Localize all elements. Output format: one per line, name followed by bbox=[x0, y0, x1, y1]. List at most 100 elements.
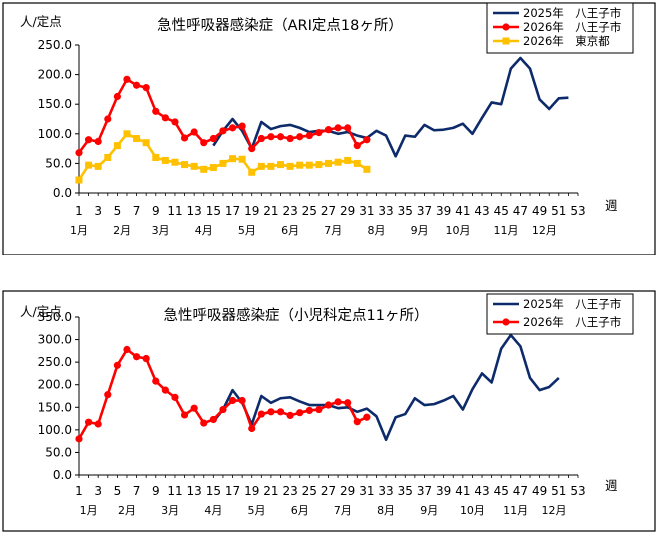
data-point bbox=[123, 75, 131, 83]
data-point bbox=[277, 161, 285, 169]
chart-panel-ari: 急性呼吸器感染症（ARI定点18ヶ所） 人/定点週 0.0 50.0 100.0 150.… bbox=[0, 0, 659, 256]
data-point bbox=[152, 153, 160, 161]
data-point bbox=[113, 361, 121, 369]
x-axis-label: 週 bbox=[605, 198, 618, 213]
y-tick-label: 250.0 bbox=[38, 38, 72, 52]
data-point bbox=[171, 393, 179, 401]
x-tick-label: 1 bbox=[75, 204, 83, 218]
data-point bbox=[334, 158, 342, 166]
y-tick-label: 350.0 bbox=[38, 310, 72, 324]
legend-swatch-marker bbox=[502, 318, 510, 326]
data-point bbox=[209, 415, 217, 424]
data-point bbox=[219, 159, 227, 167]
data-point bbox=[132, 353, 141, 361]
data-point bbox=[200, 165, 208, 173]
x-tick-label: 53 bbox=[570, 484, 585, 498]
y-axis-label: 人/定点 bbox=[20, 14, 62, 29]
data-point bbox=[286, 134, 294, 143]
y-tick-label: 100.0 bbox=[38, 423, 72, 437]
data-point bbox=[104, 153, 112, 161]
x-tick-label: 7 bbox=[133, 484, 141, 498]
month-label: 1月 bbox=[80, 504, 98, 517]
x-tick-label: 49 bbox=[532, 204, 547, 218]
data-point bbox=[238, 155, 246, 163]
data-point bbox=[276, 133, 285, 141]
chart-title: 急性呼吸器感染症（ARI定点18ヶ所） bbox=[157, 17, 403, 34]
data-point bbox=[142, 84, 150, 92]
month-label: 8月 bbox=[377, 504, 395, 517]
y-tick-label: 50.0 bbox=[45, 156, 72, 170]
month-label: 7月 bbox=[334, 504, 352, 517]
data-point bbox=[75, 176, 83, 184]
month-label: 9月 bbox=[420, 504, 438, 517]
data-point bbox=[209, 134, 217, 143]
data-point bbox=[296, 161, 304, 169]
month-label: 11月 bbox=[503, 504, 528, 517]
data-point bbox=[104, 115, 112, 123]
x-tick-label: 23 bbox=[282, 204, 297, 218]
x-tick-label: 47 bbox=[513, 484, 528, 498]
legend-label: 2025年 八王子市 bbox=[523, 6, 621, 20]
data-point bbox=[180, 411, 189, 419]
data-point bbox=[238, 122, 246, 130]
y-tick-label: 300.0 bbox=[38, 333, 72, 347]
x-tick-label: 3 bbox=[94, 484, 102, 498]
data-point bbox=[229, 155, 237, 163]
data-point bbox=[257, 162, 265, 170]
y-tick-label: 0.0 bbox=[53, 186, 72, 200]
data-point bbox=[94, 420, 102, 428]
data-point bbox=[305, 406, 313, 415]
x-tick-label: 3 bbox=[94, 204, 102, 218]
data-point bbox=[75, 435, 83, 443]
x-tick-label: 13 bbox=[187, 484, 202, 498]
x-tick-label: 21 bbox=[263, 204, 278, 218]
y-tick-label: 50.0 bbox=[45, 445, 72, 459]
x-tick-label: 47 bbox=[513, 204, 528, 218]
data-point bbox=[84, 136, 93, 144]
y-tick-label: 0.0 bbox=[53, 468, 72, 482]
data-point bbox=[344, 124, 352, 132]
data-point bbox=[248, 145, 256, 153]
legend-swatch-marker bbox=[502, 37, 510, 45]
data-point bbox=[276, 408, 285, 416]
month-label: 6月 bbox=[291, 504, 309, 517]
x-tick-label: 35 bbox=[398, 484, 413, 498]
data-point bbox=[315, 129, 323, 137]
data-point bbox=[209, 164, 217, 172]
x-tick-label: 11 bbox=[167, 484, 182, 498]
data-point bbox=[286, 411, 294, 420]
data-point bbox=[334, 398, 342, 406]
month-label: 6月 bbox=[281, 224, 299, 237]
x-tick-label: 19 bbox=[244, 484, 259, 498]
data-point bbox=[161, 386, 169, 394]
data-point bbox=[200, 139, 208, 147]
x-tick-label: 27 bbox=[321, 204, 336, 218]
data-point bbox=[353, 142, 361, 150]
legend-box bbox=[486, 293, 634, 335]
month-label: 3月 bbox=[152, 224, 170, 237]
x-tick-label: 45 bbox=[494, 484, 509, 498]
legend-label: 2025年 八王子市 bbox=[523, 297, 621, 311]
month-label: 12月 bbox=[542, 504, 567, 517]
data-point bbox=[123, 345, 131, 354]
data-point bbox=[181, 161, 189, 169]
data-point bbox=[353, 159, 361, 167]
data-point bbox=[296, 133, 304, 141]
data-point bbox=[94, 162, 102, 170]
data-point bbox=[363, 136, 371, 144]
data-point bbox=[315, 405, 323, 414]
x-tick-label: 9 bbox=[152, 204, 160, 218]
x-tick-label: 51 bbox=[551, 484, 566, 498]
data-point bbox=[219, 405, 227, 414]
x-tick-label: 33 bbox=[378, 204, 393, 218]
x-tick-label: 33 bbox=[378, 484, 393, 498]
data-point bbox=[363, 165, 371, 173]
x-tick-label: 25 bbox=[302, 204, 317, 218]
x-tick-label: 15 bbox=[206, 484, 221, 498]
month-label: 2月 bbox=[118, 504, 136, 517]
data-point bbox=[142, 139, 150, 147]
x-tick-label: 17 bbox=[225, 484, 240, 498]
x-tick-label: 35 bbox=[398, 204, 413, 218]
x-tick-label: 39 bbox=[436, 484, 451, 498]
data-point bbox=[152, 107, 160, 115]
